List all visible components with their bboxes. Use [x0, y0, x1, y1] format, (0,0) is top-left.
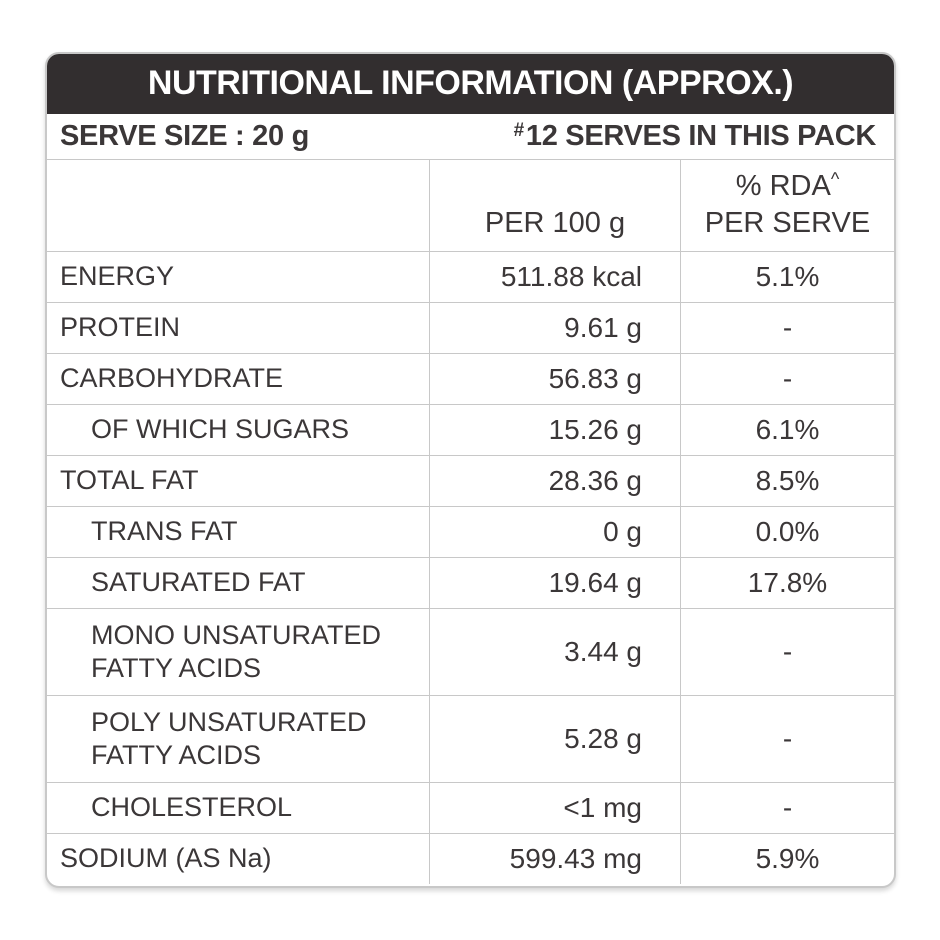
nutrient-label: TRANS FAT: [91, 516, 238, 547]
rda-per-serve-value-cell: -: [680, 354, 894, 404]
rda-per-serve-value: -: [782, 723, 793, 754]
table-row: CARBOHYDRATE 56.83 g -: [47, 353, 894, 404]
nutrient-label: SATURATED FAT: [91, 567, 306, 598]
serve-info-bar: SERVE SIZE : 20 g #12 SERVES IN THIS PAC…: [47, 114, 894, 159]
rda-per-serve-value: -: [782, 636, 793, 667]
rda-per-serve-value: 8.5%: [755, 465, 820, 496]
serves-in-pack-text: 12 SERVES IN THIS PACK: [525, 120, 876, 152]
per-100g-value: 15.26 g: [548, 414, 642, 445]
per-100g-value-cell: 5.28 g: [429, 696, 680, 782]
per-100g-value-cell: 511.88 kcal: [429, 252, 680, 302]
nutrient-label-cell: CARBOHYDRATE: [47, 354, 429, 404]
rda-per-serve-value-cell: -: [680, 609, 894, 695]
table-row: PROTEIN 9.61 g -: [47, 302, 894, 353]
rda-per-serve-value-cell: -: [680, 696, 894, 782]
table-body: ENERGY 511.88 kcal 5.1% PROTEIN 9.61 g -…: [47, 251, 894, 886]
nutrient-label-cell: SODIUM (AS Na): [47, 834, 429, 884]
rda-per-serve-value: 5.1%: [755, 261, 820, 292]
table-row: OF WHICH SUGARS 15.26 g 6.1%: [47, 404, 894, 455]
table-title-bar: NUTRITIONAL INFORMATION (APPROX.): [47, 54, 894, 114]
rda-per-serve-value-cell: -: [680, 303, 894, 353]
serves-in-pack-label: #12 SERVES IN THIS PACK: [514, 120, 894, 153]
nutrient-label-cell: TOTAL FAT: [47, 456, 429, 506]
per-100g-value: 9.61 g: [564, 312, 642, 343]
table-row: POLY UNSATURATED FATTY ACIDS 5.28 g -: [47, 695, 894, 782]
nutrient-label: OF WHICH SUGARS: [91, 414, 350, 445]
nutrient-label: TOTAL FAT: [60, 465, 199, 496]
rda-header-text: % RDA: [735, 169, 831, 202]
rda-per-serve-value-cell: 8.5%: [680, 456, 894, 506]
per-100g-value: 599.43 mg: [509, 843, 642, 874]
per-100g-value-cell: 599.43 mg: [429, 834, 680, 884]
per-100g-header-text: PER 100 g: [484, 206, 626, 239]
rda-footnote-marker: ^: [830, 168, 840, 189]
per-100g-value: 5.28 g: [564, 723, 642, 754]
per-100g-value: 28.36 g: [548, 465, 642, 496]
nutrient-label-cell: OF WHICH SUGARS: [47, 405, 429, 455]
rda-per-serve-value: -: [782, 792, 793, 823]
nutrient-label-cell: TRANS FAT: [47, 507, 429, 557]
nutrient-label: CHOLESTEROL: [91, 792, 293, 823]
nutrient-label: PROTEIN: [60, 312, 181, 343]
rda-header-line1: % RDA^: [736, 168, 840, 205]
per-100g-value: 0 g: [603, 516, 642, 547]
nutrient-label-cell: POLY UNSATURATED FATTY ACIDS: [47, 696, 429, 782]
per-100g-value: 511.88 kcal: [500, 261, 642, 292]
per-100g-value-cell: 28.36 g: [429, 456, 680, 506]
rda-per-serve-value: 0.0%: [755, 516, 820, 547]
column-header-per-100g: PER 100 g: [429, 160, 680, 251]
per-100g-value-cell: 15.26 g: [429, 405, 680, 455]
per-100g-value: 19.64 g: [548, 567, 642, 598]
nutrient-label-cell: CHOLESTEROL: [47, 783, 429, 833]
rda-per-serve-value: -: [782, 363, 793, 394]
rda-per-serve-value-cell: -: [680, 783, 894, 833]
table-row: TOTAL FAT 28.36 g 8.5%: [47, 455, 894, 506]
nutrient-label-cell: SATURATED FAT: [47, 558, 429, 608]
nutrient-label: CARBOHYDRATE: [60, 363, 284, 394]
per-100g-value-cell: 9.61 g: [429, 303, 680, 353]
per-100g-value-cell: 19.64 g: [429, 558, 680, 608]
rda-per-serve-value-cell: 5.1%: [680, 252, 894, 302]
serve-size-label: SERVE SIZE : 20 g: [60, 120, 310, 152]
rda-per-serve-value: 5.9%: [755, 843, 820, 874]
nutrient-label: ENERGY: [60, 261, 175, 292]
rda-per-serve-value: -: [782, 312, 793, 343]
column-header-rda-per-serve: % RDA^ PER SERVE: [680, 160, 894, 251]
per-100g-value-cell: 3.44 g: [429, 609, 680, 695]
rda-per-serve-value: 6.1%: [755, 414, 820, 445]
nutrient-label-cell: PROTEIN: [47, 303, 429, 353]
per-100g-value: <1 mg: [563, 792, 642, 823]
per-100g-value-cell: 56.83 g: [429, 354, 680, 404]
table-title: NUTRITIONAL INFORMATION (APPROX.): [147, 63, 794, 102]
rda-per-serve-value-cell: 17.8%: [680, 558, 894, 608]
rda-per-serve-value-cell: 0.0%: [680, 507, 894, 557]
table-row: ENERGY 511.88 kcal 5.1%: [47, 251, 894, 302]
column-header-row: PER 100 g % RDA^ PER SERVE: [47, 159, 894, 251]
nutrient-label: SODIUM (AS Na): [60, 843, 272, 874]
per-100g-value-cell: 0 g: [429, 507, 680, 557]
nutrient-label: POLY UNSATURATED FATTY ACIDS: [91, 706, 367, 770]
rda-per-serve-value-cell: 6.1%: [680, 405, 894, 455]
table-row: TRANS FAT 0 g 0.0%: [47, 506, 894, 557]
rda-header-line2: PER SERVE: [704, 206, 871, 239]
rda-per-serve-value: 17.8%: [747, 567, 828, 598]
per-100g-value: 56.83 g: [548, 363, 642, 394]
per-100g-value: 3.44 g: [564, 636, 642, 667]
table-row: SODIUM (AS Na) 599.43 mg 5.9%: [47, 833, 894, 884]
nutrient-label-cell: ENERGY: [47, 252, 429, 302]
rda-per-serve-value-cell: 5.9%: [680, 834, 894, 884]
table-row: CHOLESTEROL <1 mg -: [47, 782, 894, 833]
nutrient-label: MONO UNSATURATED FATTY ACIDS: [91, 619, 381, 683]
table-row: MONO UNSATURATED FATTY ACIDS 3.44 g -: [47, 608, 894, 695]
serves-footnote-marker: #: [513, 120, 525, 141]
nutrition-table: NUTRITIONAL INFORMATION (APPROX.) SERVE …: [45, 52, 896, 888]
table-row: SATURATED FAT 19.64 g 17.8%: [47, 557, 894, 608]
column-header-nutrient-empty: [47, 160, 429, 251]
nutrient-label-cell: MONO UNSATURATED FATTY ACIDS: [47, 609, 429, 695]
per-100g-value-cell: <1 mg: [429, 783, 680, 833]
